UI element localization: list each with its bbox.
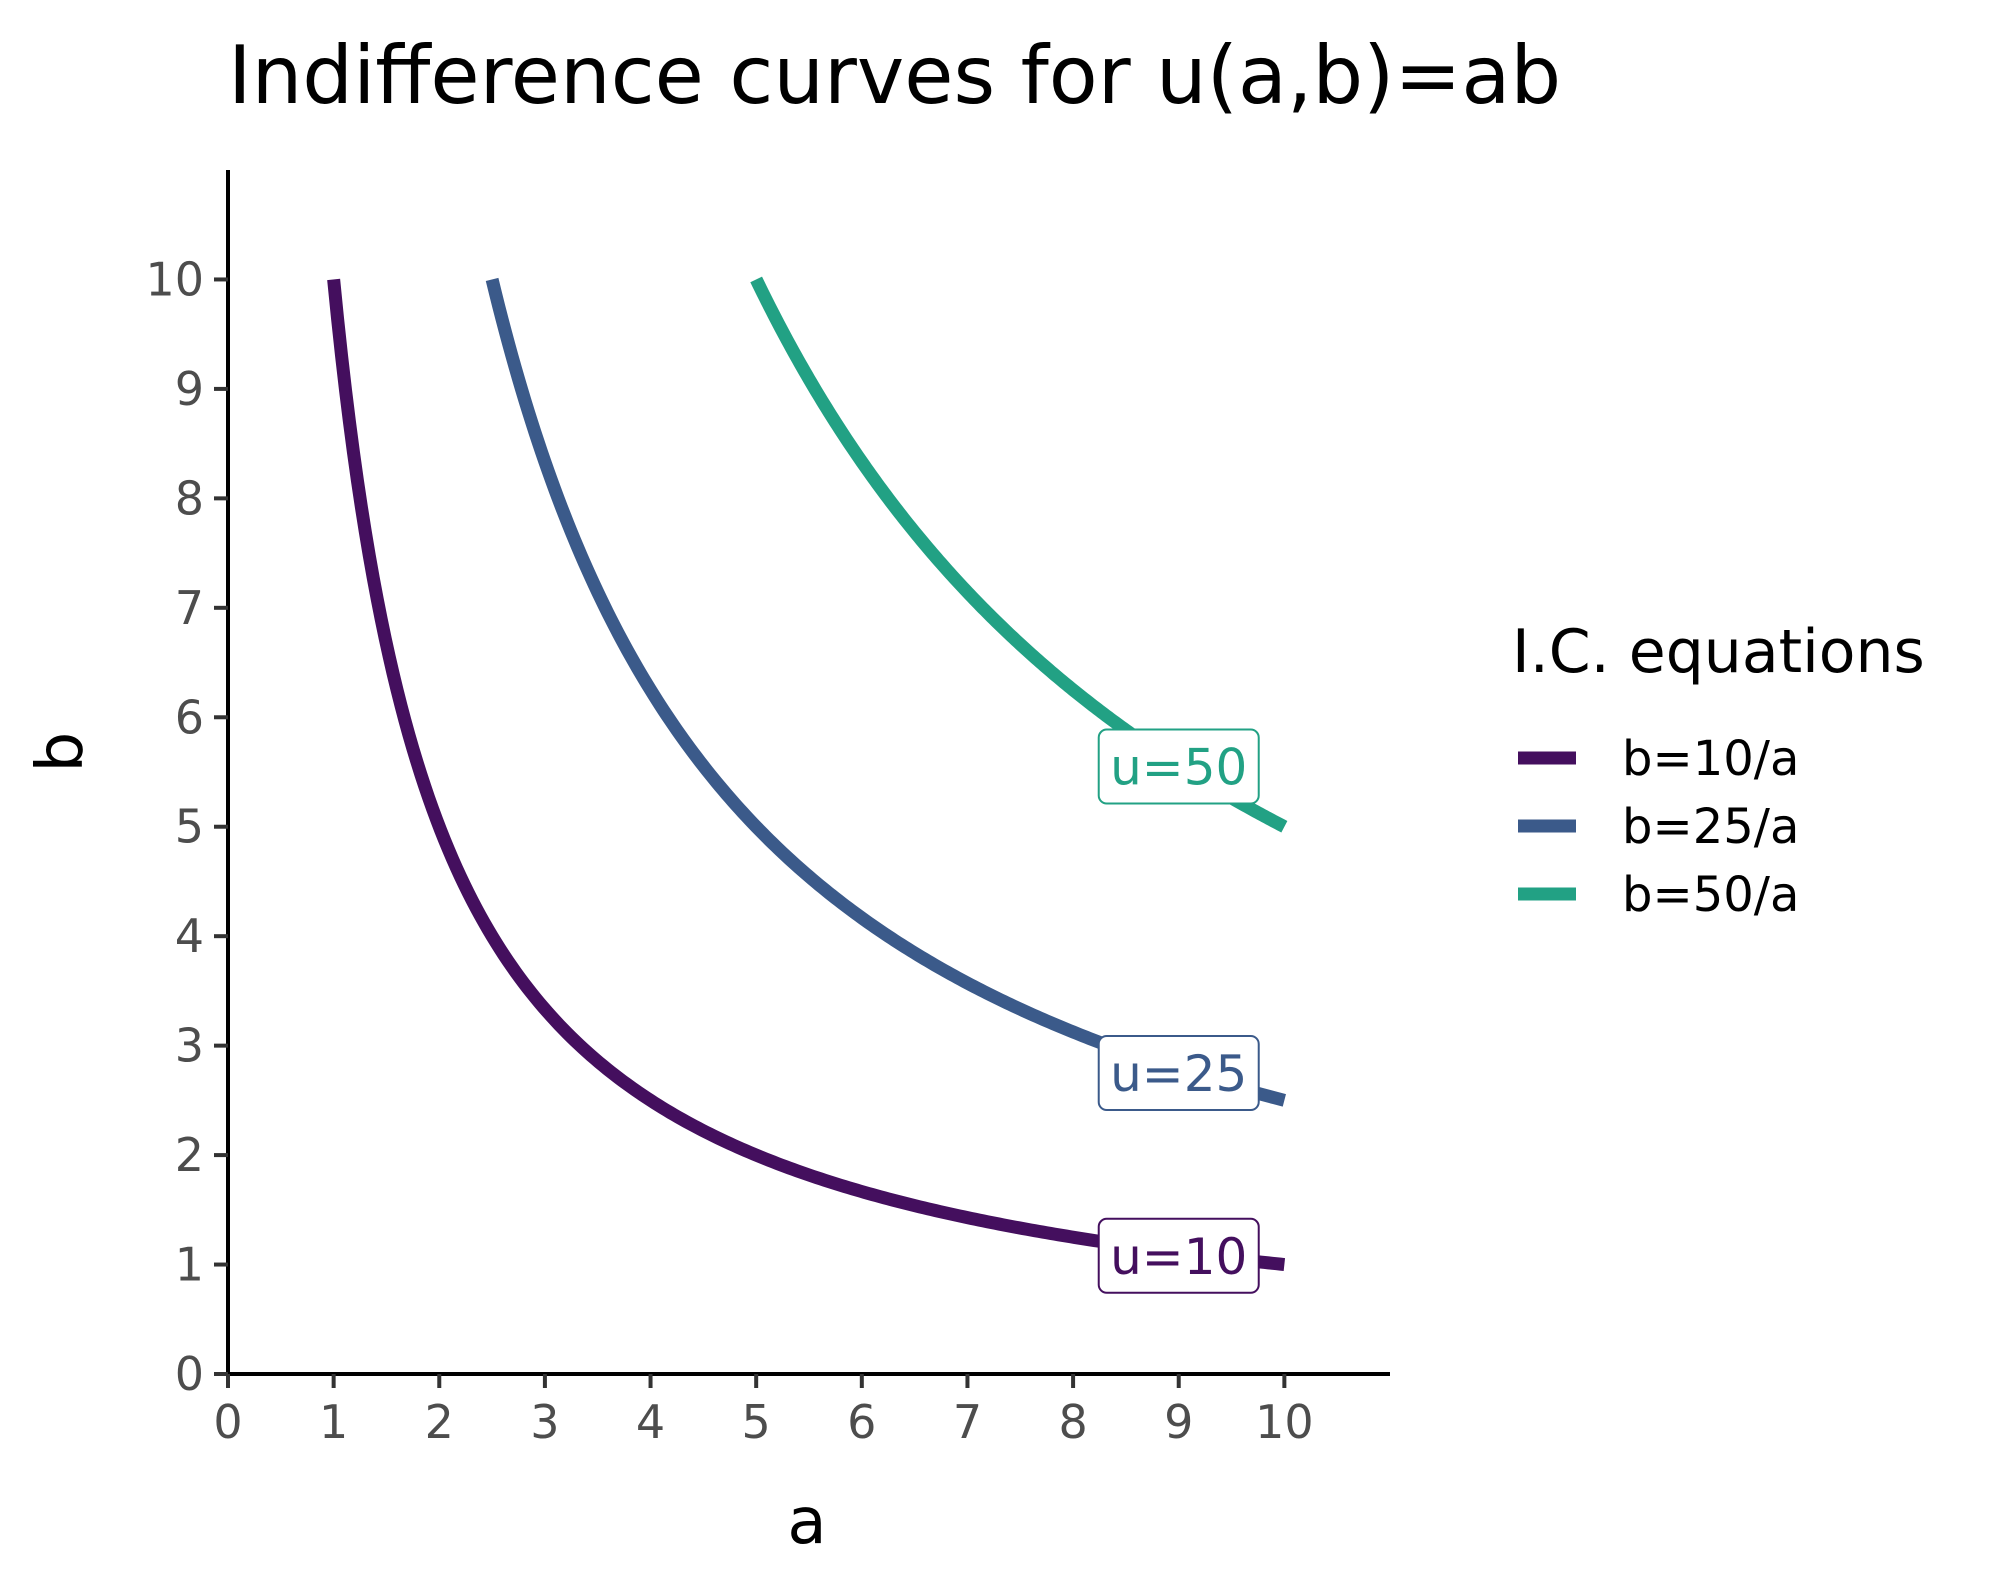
curve-b-25-a bbox=[485, 277, 1286, 1107]
x-tick-label: 3 bbox=[530, 1395, 559, 1449]
curve-label-box bbox=[1097, 1217, 1260, 1294]
y-tick-label: 5 bbox=[175, 800, 204, 854]
legend-items: b=10/a b=25/a b=50/a bbox=[1518, 731, 1799, 923]
x-axis-title: a bbox=[787, 1485, 826, 1559]
legend: I.C. equations b=10/a b=25/a b=50/a bbox=[1512, 617, 1925, 923]
legend-label: b=25/a bbox=[1622, 799, 1799, 855]
legend-item: b=50/a bbox=[1518, 867, 1799, 923]
curve-label-box bbox=[1097, 728, 1260, 805]
plot-area: u=10 u=25 u=50 0 1 2 3 4 5 6 7 8 9 10 0 1 2 3 4 5 6 7 8 9 10 bbox=[145, 170, 1390, 1449]
y-tick-label: 4 bbox=[175, 909, 204, 963]
x-tick-label: 8 bbox=[1058, 1395, 1087, 1449]
curve-label-box bbox=[1097, 1035, 1260, 1111]
legend-label: b=10/a bbox=[1622, 731, 1799, 787]
x-tick-label: 5 bbox=[742, 1395, 771, 1449]
curve-label-u-10: u=10 bbox=[1097, 1217, 1260, 1294]
legend-label: b=50/a bbox=[1622, 867, 1799, 923]
curve-label-text: u=10 bbox=[1110, 1228, 1247, 1286]
x-tick-label: 9 bbox=[1164, 1395, 1193, 1449]
y-tick-label: 6 bbox=[175, 690, 204, 744]
y-tick-label: 2 bbox=[175, 1128, 204, 1182]
y-tick-label: 0 bbox=[175, 1347, 204, 1401]
y-axis-title: b bbox=[24, 732, 98, 773]
y-tick-label: 10 bbox=[145, 252, 204, 306]
curve-label-text: u=50 bbox=[1110, 739, 1247, 797]
curve-labels-layer: u=10 u=25 u=50 bbox=[1097, 728, 1260, 1294]
x-tick-label: 1 bbox=[319, 1395, 348, 1449]
x-tick-label: 10 bbox=[1255, 1395, 1314, 1449]
legend-title: I.C. equations bbox=[1512, 617, 1925, 687]
x-axis-ticks: 0 1 2 3 4 5 6 7 8 9 10 bbox=[213, 1374, 1314, 1449]
legend-item: b=10/a bbox=[1518, 731, 1799, 787]
curve-label-u-25: u=25 bbox=[1097, 1035, 1260, 1111]
y-tick-label: 7 bbox=[175, 581, 204, 635]
x-tick-label: 6 bbox=[847, 1395, 876, 1449]
curve-label-text: u=25 bbox=[1110, 1045, 1247, 1103]
y-tick-label: 8 bbox=[175, 471, 204, 525]
x-tick-label: 2 bbox=[425, 1395, 454, 1449]
y-tick-label: 9 bbox=[175, 362, 204, 416]
x-tick-label: 0 bbox=[213, 1395, 242, 1449]
y-tick-label: 3 bbox=[175, 1019, 204, 1073]
y-axis-ticks: 0 1 2 3 4 5 6 7 8 9 10 bbox=[145, 252, 228, 1401]
legend-item: b=25/a bbox=[1518, 799, 1799, 855]
x-tick-label: 4 bbox=[636, 1395, 665, 1449]
curve-label-u-50: u=50 bbox=[1097, 728, 1260, 805]
y-tick-label: 1 bbox=[175, 1238, 204, 1292]
chart-title: Indifference curves for u(a,b)=ab bbox=[228, 29, 1561, 122]
x-tick-label: 7 bbox=[953, 1395, 982, 1449]
